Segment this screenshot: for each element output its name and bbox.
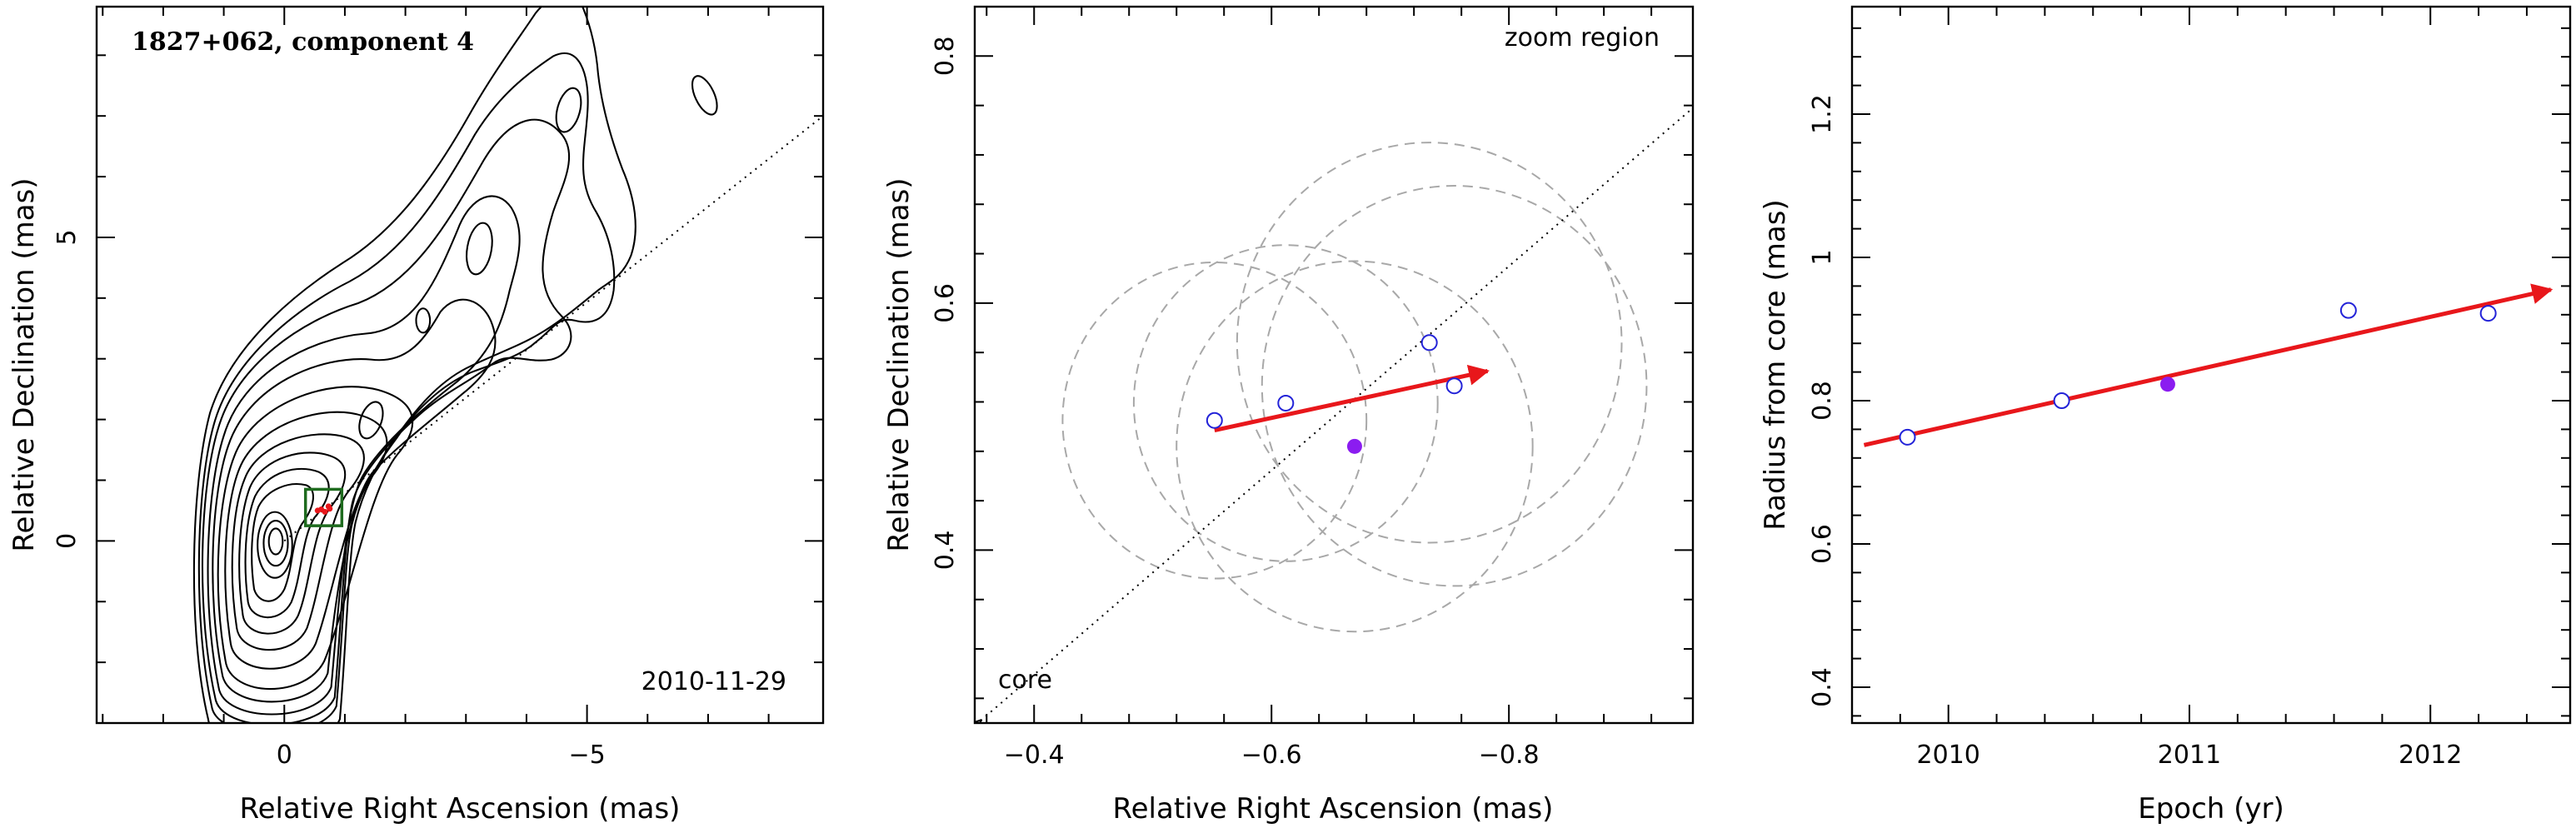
component-mark	[327, 506, 333, 512]
core-direction-line	[981, 107, 1693, 721]
panel-1-contour-map: 0 −5 0 5	[7, 5, 825, 826]
panel-2-xlabel: Relative Right Ascension (mas)	[1113, 792, 1554, 826]
component-points	[1206, 334, 1463, 454]
panel-3-ylabel: Radius from core (mas)	[1759, 199, 1792, 530]
component-mark	[322, 508, 328, 515]
contour-blob-3	[415, 307, 432, 334]
filled-point	[2159, 377, 2175, 392]
zoom-box	[303, 487, 344, 527]
contour-level-12	[201, 118, 572, 723]
component-positions	[314, 503, 333, 515]
contour-blob-5	[691, 75, 718, 116]
error-circle	[1236, 142, 1623, 544]
jet-direction-line	[283, 115, 823, 542]
filled-point	[1346, 438, 1362, 454]
x-tick-label: 0	[277, 741, 292, 770]
panel-2-ylabel: Relative Declination (mas)	[882, 177, 916, 551]
contour-level-13	[197, 52, 616, 723]
panel-3-ticks: 2010 2011 2012 0.4 0.6 0.8 1 1.2	[1808, 7, 2570, 770]
panel-2-ticks: −0.4 −0.6 −0.8 0.4 0.6 0.8	[931, 6, 1693, 770]
contour-blob-2	[466, 222, 493, 276]
contour-level-7	[231, 433, 365, 651]
panel-3-xlabel: Epoch (yr)	[2138, 792, 2284, 826]
open-point	[2339, 302, 2357, 319]
contour-level-4	[251, 483, 314, 602]
x-tick-label: 2011	[2158, 741, 2221, 770]
open-point	[1206, 412, 1223, 429]
y-tick-label: 0.8	[931, 36, 960, 76]
panel-1-date: 2010-11-29	[642, 667, 786, 696]
y-tick-label: 1	[1808, 249, 1837, 265]
motion-vector-arrow	[1214, 364, 1490, 433]
open-point	[1277, 394, 1295, 412]
y-tick-label: 0.4	[931, 531, 960, 571]
x-tick-label: −0.6	[1241, 741, 1302, 770]
x-tick-label: 2010	[1917, 741, 1980, 770]
panel-1-plot-area	[192, 7, 823, 723]
radius-points	[1899, 302, 2497, 446]
panel-3-radius-vs-epoch: 2010 2011 2012 0.4 0.6 0.8 1 1.2 Epoch (yr) Rad…	[1759, 5, 2572, 826]
panel-3-plot-area	[1863, 283, 2554, 447]
panel-3-frame	[1850, 5, 2572, 725]
contour-blob-4	[555, 87, 582, 133]
panel-1-title: 1827+062, component 4	[132, 27, 474, 57]
panel-1-ticks: 0 −5 0 5	[52, 7, 823, 770]
contour-level-3	[257, 511, 293, 579]
x-tick-label: −0.4	[1004, 741, 1065, 770]
open-point	[1899, 428, 1916, 446]
panel-2-frame	[973, 5, 1695, 725]
error-circle	[1261, 185, 1648, 587]
contour-level-8	[224, 411, 388, 670]
x-tick-label: −0.8	[1479, 741, 1540, 770]
contour-level-14	[192, 7, 637, 723]
panel-1-frame	[95, 5, 825, 725]
y-tick-label: 1.2	[1808, 94, 1837, 134]
open-point	[2053, 392, 2070, 409]
contour-blob-1	[358, 401, 384, 440]
contour-level-2	[262, 520, 289, 567]
open-point	[1420, 334, 1438, 352]
error-circle	[1176, 260, 1534, 633]
y-tick-label: 0.4	[1808, 667, 1837, 707]
panel-1-ylabel: Relative Declination (mas)	[7, 177, 41, 551]
y-tick-label: 0	[52, 533, 82, 549]
contour-level-10	[212, 298, 497, 703]
panel-2-zoom-region: −0.4 −0.6 −0.8 0.4 0.6 0.8 zoom region core R…	[882, 5, 1695, 826]
panel-2-plot-area	[981, 107, 1693, 721]
y-tick-label: 5	[52, 229, 82, 245]
zoom-region-label: zoom region	[1505, 23, 1660, 52]
open-point	[1445, 377, 1463, 395]
y-tick-label: 0.8	[1808, 381, 1837, 421]
error-circle	[1061, 261, 1368, 580]
x-tick-label: 2012	[2399, 741, 2462, 770]
open-point	[2479, 305, 2497, 322]
core-label: core	[998, 666, 1052, 695]
y-tick-label: 0.6	[931, 283, 960, 323]
x-tick-label: −5	[568, 741, 605, 770]
contour-level-11	[207, 195, 521, 716]
error-circles	[1061, 142, 1648, 633]
contour-lines	[192, 7, 718, 723]
contour-level-1	[267, 527, 284, 556]
panel-1-xlabel: Relative Right Ascension (mas)	[240, 792, 681, 826]
error-circle	[1132, 244, 1439, 562]
fit-vector-arrow	[1863, 283, 2554, 447]
contour-level-6	[238, 451, 347, 635]
y-tick-label: 0.6	[1808, 524, 1837, 564]
